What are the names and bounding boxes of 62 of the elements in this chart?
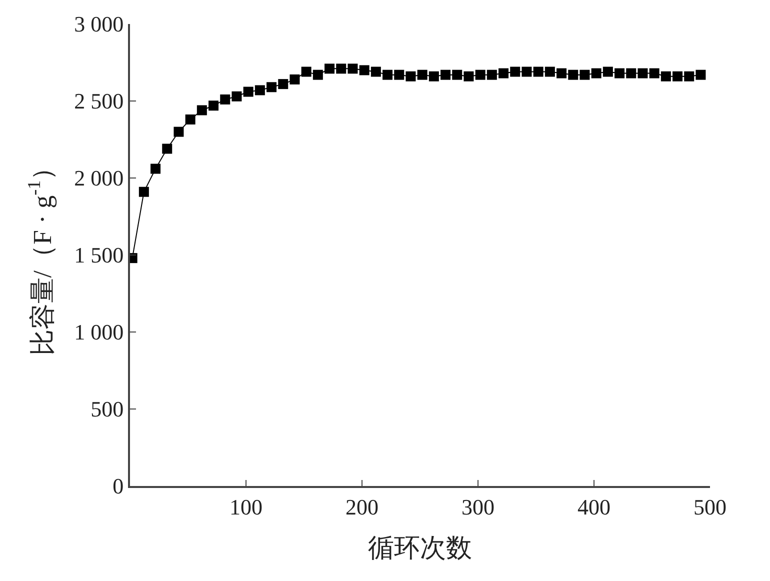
point xyxy=(486,70,497,80)
point xyxy=(556,68,567,78)
point xyxy=(382,70,393,80)
point xyxy=(174,126,184,137)
x-axis-title: 循环次数 xyxy=(368,534,472,563)
point xyxy=(243,86,254,97)
point xyxy=(278,79,288,90)
point xyxy=(614,68,625,78)
point xyxy=(348,64,358,74)
y-tick-label: 3 000 xyxy=(74,12,124,37)
point xyxy=(138,186,149,197)
y-tick-label: 2 000 xyxy=(74,166,124,191)
point xyxy=(290,74,300,84)
point xyxy=(464,71,474,82)
point xyxy=(568,70,578,80)
y-tick-label: 2 500 xyxy=(74,88,124,114)
point xyxy=(475,70,486,80)
point xyxy=(498,68,509,78)
point xyxy=(312,70,323,80)
point xyxy=(162,144,172,154)
point xyxy=(370,66,381,77)
point xyxy=(185,114,196,124)
point xyxy=(660,71,671,82)
point xyxy=(266,82,277,92)
point xyxy=(324,64,335,74)
point xyxy=(208,100,219,111)
point xyxy=(649,68,660,78)
point xyxy=(359,65,370,76)
point xyxy=(510,66,520,77)
point xyxy=(232,91,242,102)
y-tick-label: 1 500 xyxy=(74,242,124,268)
point xyxy=(602,66,613,77)
point xyxy=(672,71,683,82)
point xyxy=(696,70,706,80)
point xyxy=(522,66,532,77)
y-tick-label: 1 000 xyxy=(74,320,124,345)
x-tick-label: 300 xyxy=(462,494,494,520)
point xyxy=(626,68,636,78)
point xyxy=(580,70,590,80)
point xyxy=(220,94,230,104)
point xyxy=(638,68,648,78)
point xyxy=(591,68,602,78)
point xyxy=(301,66,312,77)
point xyxy=(196,105,207,116)
point xyxy=(684,71,694,82)
point xyxy=(417,70,428,80)
point xyxy=(533,66,544,77)
x-tick-label: 200 xyxy=(346,494,378,520)
x-tick-label: 400 xyxy=(578,494,610,520)
point xyxy=(544,66,555,77)
y-tick-label: 0 xyxy=(112,474,124,499)
point xyxy=(336,64,346,74)
x-tick-label: 100 xyxy=(230,494,262,520)
point xyxy=(254,85,265,96)
point xyxy=(394,70,404,80)
point xyxy=(150,164,161,174)
point xyxy=(440,70,451,80)
point xyxy=(406,71,416,82)
point xyxy=(428,71,439,82)
point xyxy=(452,70,462,80)
y-tick-label: 500 xyxy=(90,396,124,422)
x-tick-label: 500 xyxy=(694,494,726,520)
